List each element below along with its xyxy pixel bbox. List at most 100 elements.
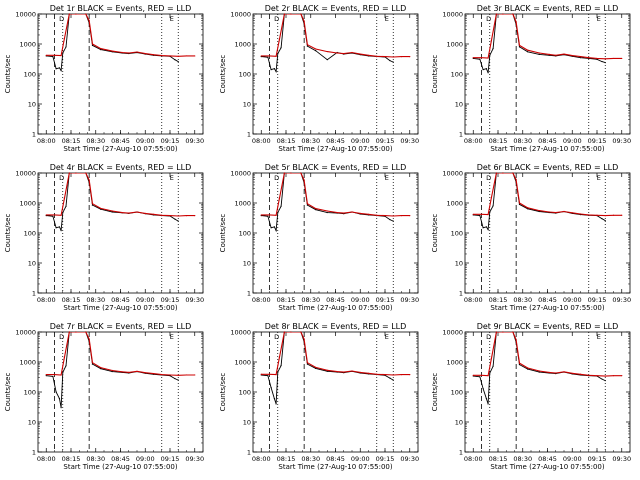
lld-data-point — [359, 371, 361, 374]
x-tick-label: 08:45 — [538, 455, 557, 463]
lld-data-point — [490, 197, 492, 199]
lld-data-point — [326, 210, 328, 212]
y-tick-label: 100 — [24, 71, 36, 79]
lld-data-point — [290, 172, 292, 174]
lld-data-point — [555, 211, 557, 214]
x-tick-label: 09:00 — [351, 137, 370, 145]
y-axis-label: Counts/sec — [431, 373, 439, 412]
events-data-point — [538, 371, 540, 373]
events-data-point — [58, 398, 61, 400]
lld-data-point — [268, 55, 271, 57]
events-data-point — [270, 387, 272, 389]
y-tick-label: 1000 — [446, 359, 463, 367]
x-tick-label: 08:15 — [277, 455, 296, 463]
lld-data-point — [194, 215, 196, 217]
y-tick-label: 10 — [28, 101, 36, 109]
x-tick-label: 08:15 — [62, 455, 81, 463]
events-data-point — [174, 377, 176, 380]
events-data-point — [315, 209, 317, 211]
panel-title: Det 9r BLACK = Events, RED = LLD — [477, 322, 619, 331]
lld-data-point — [185, 374, 188, 376]
events-data-point — [482, 69, 484, 71]
events-data-point — [55, 68, 57, 70]
annotation-label: E — [170, 174, 174, 182]
lld-data-point — [487, 375, 489, 377]
x-tick-label: 08:15 — [277, 137, 296, 145]
x-tick-label: 09:00 — [351, 296, 370, 304]
events-data-point — [111, 211, 113, 213]
lld-data-point — [367, 372, 370, 374]
y-tick-label: 10000 — [230, 11, 251, 19]
events-data-point — [91, 44, 94, 46]
lld-data-point — [571, 372, 573, 374]
events-data-point — [485, 226, 488, 228]
lld-data-point — [409, 215, 411, 217]
lld-data-point — [91, 43, 94, 45]
lld-data-point — [136, 51, 138, 53]
x-axis-label: Start Time (27-Aug-10 07:55:00) — [63, 145, 177, 153]
lld-data-point — [260, 55, 262, 57]
y-tick-label: 1 — [32, 290, 36, 298]
events-data-point — [392, 61, 394, 63]
events-data-point — [177, 60, 179, 63]
lld-data-point — [68, 13, 70, 15]
lld-data-point — [621, 57, 623, 60]
x-tick-label: 09:15 — [376, 296, 395, 304]
x-tick-label: 09:00 — [563, 455, 582, 463]
lld-data-point — [512, 331, 514, 333]
lld-data-point — [75, 13, 77, 15]
lld-data-point — [177, 215, 179, 217]
events-data-point — [604, 61, 606, 64]
events-data-point — [601, 60, 603, 63]
y-tick-label: 1000 — [446, 200, 463, 208]
x-tick-label: 09:30 — [612, 137, 631, 145]
lld-data-point — [303, 20, 305, 22]
events-data-point — [518, 46, 521, 48]
events-data-point — [315, 50, 317, 52]
x-tick-label: 09:00 — [136, 137, 155, 145]
y-tick-label: 10000 — [442, 11, 463, 19]
lld-data-point — [128, 212, 130, 214]
lld-data-point — [177, 374, 179, 376]
y-tick-label: 100 — [239, 230, 251, 238]
lld-data-point — [548, 53, 550, 56]
y-tick-label: 10000 — [230, 170, 251, 178]
y-tick-label: 1000 — [19, 359, 36, 367]
lld-data-point — [487, 57, 489, 59]
lld-data-point — [384, 374, 386, 376]
annotation-label: E — [385, 174, 389, 182]
lld-data-point — [85, 13, 87, 15]
lld-data-point — [502, 331, 504, 333]
events-data-point — [306, 363, 309, 365]
lld-data-point — [392, 374, 394, 376]
y-tick-label: 1 — [32, 449, 36, 457]
x-tick-label: 08:00 — [37, 296, 56, 304]
lld-data-point — [169, 55, 171, 57]
lld-data-point — [343, 212, 345, 214]
y-tick-label: 1 — [247, 449, 251, 457]
y-tick-label: 10000 — [15, 170, 36, 178]
lld-data-point — [278, 39, 280, 41]
lld-data-point — [185, 215, 188, 217]
events-data-point — [527, 368, 529, 370]
lld-data-point — [495, 172, 497, 174]
y-tick-label: 100 — [451, 389, 463, 397]
events-data-point — [91, 204, 94, 206]
lld-data-point — [571, 212, 573, 214]
events-data-point — [275, 230, 277, 232]
events-data-point — [492, 205, 494, 207]
events-data-point — [392, 220, 394, 222]
events-data-point — [489, 54, 491, 56]
lld-data-point — [604, 215, 606, 217]
events-data-point — [527, 208, 529, 210]
lld-data-point — [343, 371, 345, 373]
y-tick-label: 1000 — [19, 41, 36, 49]
annotation-label: D — [59, 174, 64, 182]
events-data-point — [45, 375, 47, 377]
lld-data-point — [268, 373, 271, 375]
lld-data-point — [88, 20, 90, 22]
lld-data-point — [152, 373, 155, 375]
lld-data-point — [555, 54, 557, 56]
lld-data-point — [515, 338, 517, 341]
x-tick-label: 08:30 — [301, 296, 320, 304]
